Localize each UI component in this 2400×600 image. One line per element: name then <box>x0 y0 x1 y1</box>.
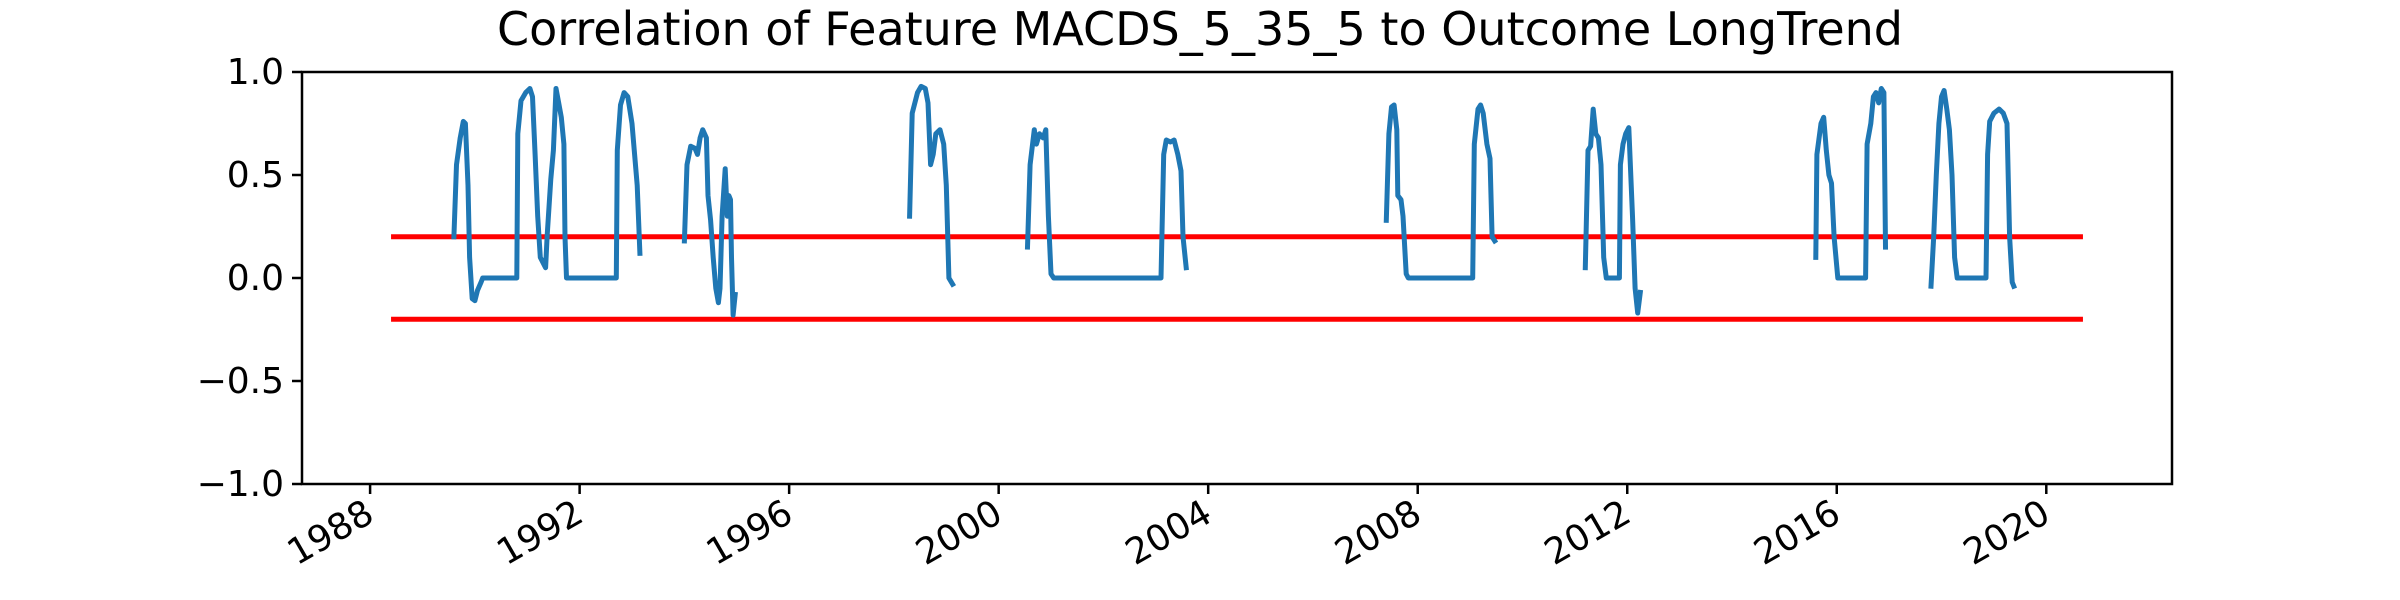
series-segment <box>1582 106 1644 316</box>
x-tick-label: 2004 <box>1119 492 1219 573</box>
plot-frame <box>300 70 2174 486</box>
x-tick-label: 2020 <box>1957 492 2057 573</box>
reference-lines <box>391 234 2083 322</box>
x-tick-label: 2000 <box>909 492 1009 573</box>
series-segment <box>681 127 738 318</box>
series-segment <box>907 83 957 288</box>
y-tick-label: −1.0 <box>197 464 284 505</box>
y-tick-label: 0.0 <box>227 258 284 299</box>
x-tick-label: 2016 <box>1747 492 1847 573</box>
x-tick-label: 1988 <box>281 492 381 573</box>
series-segment <box>1383 102 1499 281</box>
series-segment <box>1813 86 1889 281</box>
series-segment <box>1024 127 1189 281</box>
chart-title: Correlation of Feature MACDS_5_35_5 to O… <box>497 2 1903 56</box>
x-tick-label: 2012 <box>1538 492 1638 573</box>
y-tick-label: 1.0 <box>227 52 284 93</box>
x-tick-label: 2008 <box>1328 492 1428 573</box>
series-segment <box>451 86 643 304</box>
x-tick-label: 1992 <box>490 492 590 573</box>
x-tick-label: 1996 <box>700 492 800 573</box>
y-tick-label: 0.5 <box>227 155 284 196</box>
series-segment <box>1928 88 2018 290</box>
y-tick-label: −0.5 <box>197 361 284 402</box>
series-lines <box>451 83 2018 318</box>
y-axis: 1.0 0.5 0.0 −0.5 −1.0 <box>197 52 302 505</box>
x-axis: 1988 1992 1996 2000 2004 2008 2012 2016 2020 <box>281 484 2057 574</box>
